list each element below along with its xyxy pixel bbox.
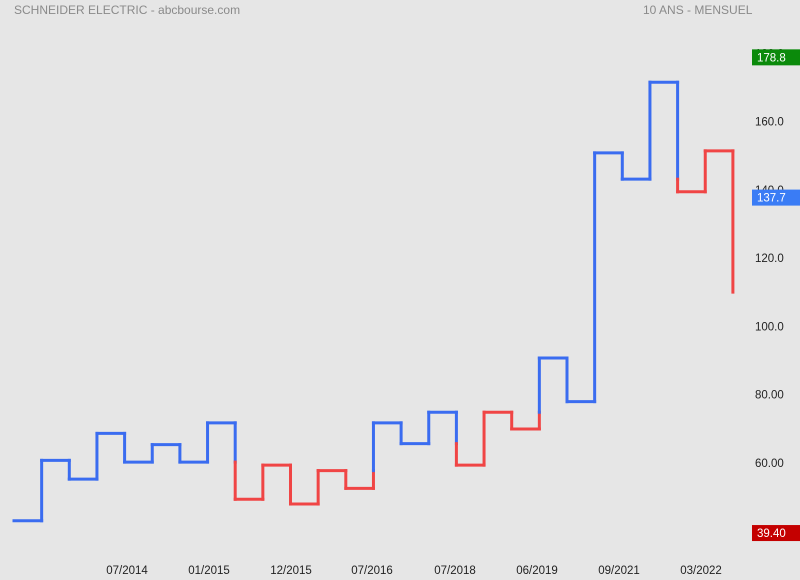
y-tick-label: 80.00: [755, 390, 784, 402]
x-tick-label: 12/2015: [270, 565, 312, 577]
x-tick-label: 07/2018: [434, 565, 476, 577]
min-price-label-bg: [752, 525, 800, 542]
y-tick-label: 160.0: [755, 117, 784, 129]
y-tick-label: 100.0: [755, 321, 784, 333]
last-price-label: 137.7: [757, 193, 786, 205]
chart-period: 10 ANS - MENSUEL: [643, 3, 753, 17]
max-price-label-bg: [752, 49, 800, 66]
x-tick-label: 07/2014: [106, 565, 148, 577]
chart-title: SCHNEIDER ELECTRIC - abcbourse.com: [14, 3, 241, 17]
x-tick-label: 01/2015: [188, 565, 230, 577]
min-price-label: 39.40: [757, 528, 786, 540]
max-price-label: 178.8: [757, 52, 786, 64]
x-tick-label: 09/2021: [598, 565, 640, 577]
y-tick-label: 60.00: [755, 458, 784, 470]
x-tick-label: 03/2022: [680, 565, 722, 577]
x-tick-label: 07/2016: [351, 565, 393, 577]
y-tick-label: 120.0: [755, 253, 784, 265]
x-tick-label: 06/2019: [516, 565, 558, 577]
last-price-label-bg: [752, 189, 800, 206]
